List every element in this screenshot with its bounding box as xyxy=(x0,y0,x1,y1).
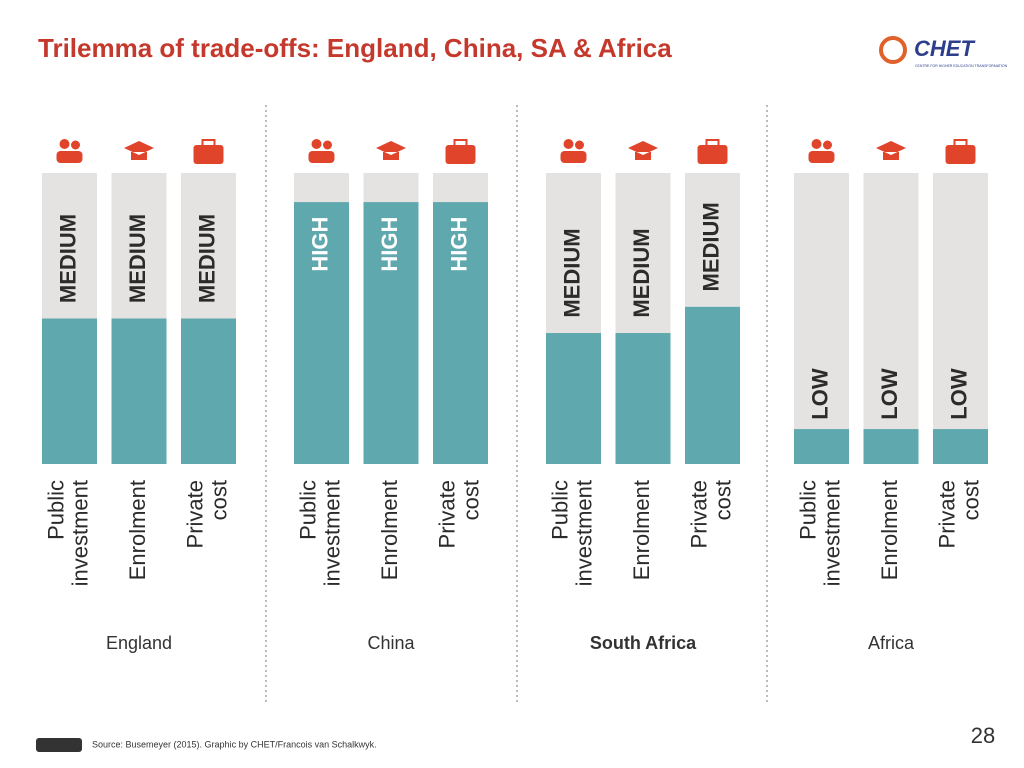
icon-part xyxy=(563,139,574,149)
icon xyxy=(193,139,224,164)
level-label: MEDIUM xyxy=(125,214,150,303)
category-label: Private xyxy=(686,480,711,548)
level-label: HIGH xyxy=(377,217,402,272)
icon-part xyxy=(808,151,835,163)
bar-background xyxy=(794,173,849,464)
icon-part xyxy=(705,139,720,147)
bar xyxy=(42,318,97,464)
bar xyxy=(294,202,349,464)
icon-part xyxy=(308,151,335,163)
icon xyxy=(124,141,154,160)
bar-background xyxy=(933,173,988,464)
page-number: 28 xyxy=(971,723,995,748)
category-label: investment xyxy=(319,480,344,586)
level-label: LOW xyxy=(807,368,832,420)
level-label: LOW xyxy=(946,368,971,420)
icon-part xyxy=(953,139,968,147)
group-label: South Africa xyxy=(590,633,697,653)
icon-part xyxy=(376,141,406,160)
level-label: LOW xyxy=(877,368,902,420)
bar xyxy=(615,333,671,464)
icon-part xyxy=(945,145,976,164)
category-label: Enrolment xyxy=(125,480,150,580)
level-label: MEDIUM xyxy=(194,214,219,303)
icon-part xyxy=(445,145,476,164)
level-label: MEDIUM xyxy=(559,228,584,317)
icon-part xyxy=(876,141,906,160)
category-label: Private xyxy=(934,480,959,548)
bar xyxy=(863,429,919,464)
bar xyxy=(181,318,236,464)
icon-part xyxy=(59,139,70,149)
icon-part xyxy=(811,139,822,149)
category-label: cost xyxy=(710,480,735,520)
category-label: cost xyxy=(958,480,983,520)
category-label: Private xyxy=(434,480,459,548)
icon-part xyxy=(628,141,658,160)
icon-part xyxy=(56,151,83,163)
icon xyxy=(808,139,835,163)
logo-text: CHET xyxy=(914,36,975,61)
category-label: investment xyxy=(67,480,92,586)
logo: CHET CENTRE FOR HIGHER EDUCATION TRANSFO… xyxy=(879,36,1008,68)
icon xyxy=(628,141,658,160)
icon xyxy=(56,139,83,163)
category-label: Public xyxy=(795,480,820,540)
icon xyxy=(876,141,906,160)
icon-part xyxy=(124,141,154,160)
category-label: Enrolment xyxy=(377,480,402,580)
category-label: cost xyxy=(206,480,231,520)
category-label: Public xyxy=(43,480,68,540)
icon-part xyxy=(453,139,468,147)
bar-background xyxy=(863,173,919,464)
group-label: England xyxy=(106,633,172,653)
level-label: MEDIUM xyxy=(629,228,654,317)
category-label: Enrolment xyxy=(877,480,902,580)
bar xyxy=(685,306,740,464)
icon-part xyxy=(560,151,587,163)
bar xyxy=(794,429,849,464)
category-label: Public xyxy=(547,480,572,540)
bar xyxy=(363,202,419,464)
group-label: China xyxy=(367,633,415,653)
category-label: investment xyxy=(819,480,844,586)
bar xyxy=(111,318,167,464)
level-label: HIGH xyxy=(307,217,332,272)
icon-part xyxy=(323,140,332,150)
logo-subtitle: CENTRE FOR HIGHER EDUCATION TRANSFORMATI… xyxy=(915,64,1008,68)
icon-part xyxy=(193,145,224,164)
icon-part xyxy=(697,145,728,164)
category-label: investment xyxy=(571,480,596,586)
source: Source: Busemeyer (2015). Graphic by CHE… xyxy=(92,739,377,749)
level-label: MEDIUM xyxy=(698,202,723,291)
icon-part xyxy=(311,139,322,149)
cc-badge xyxy=(36,738,82,752)
category-label: Public xyxy=(295,480,320,540)
icon xyxy=(376,141,406,160)
icon-part xyxy=(823,140,832,150)
category-label: Enrolment xyxy=(629,480,654,580)
icon xyxy=(308,139,335,163)
bar xyxy=(933,429,988,464)
icon-part xyxy=(201,139,216,147)
icon xyxy=(560,139,587,163)
title: Trilemma of trade-offs: England, China, … xyxy=(38,33,672,63)
group-label: Africa xyxy=(868,633,915,653)
level-label: MEDIUM xyxy=(55,214,80,303)
icon xyxy=(445,139,476,164)
icon xyxy=(945,139,976,164)
category-label: Private xyxy=(182,480,207,548)
logo-icon xyxy=(879,36,907,64)
icon-part xyxy=(71,140,80,150)
bar xyxy=(546,333,601,464)
bar xyxy=(433,202,488,464)
category-label: cost xyxy=(458,480,483,520)
icon xyxy=(697,139,728,164)
level-label: HIGH xyxy=(446,217,471,272)
icon-part xyxy=(575,140,584,150)
